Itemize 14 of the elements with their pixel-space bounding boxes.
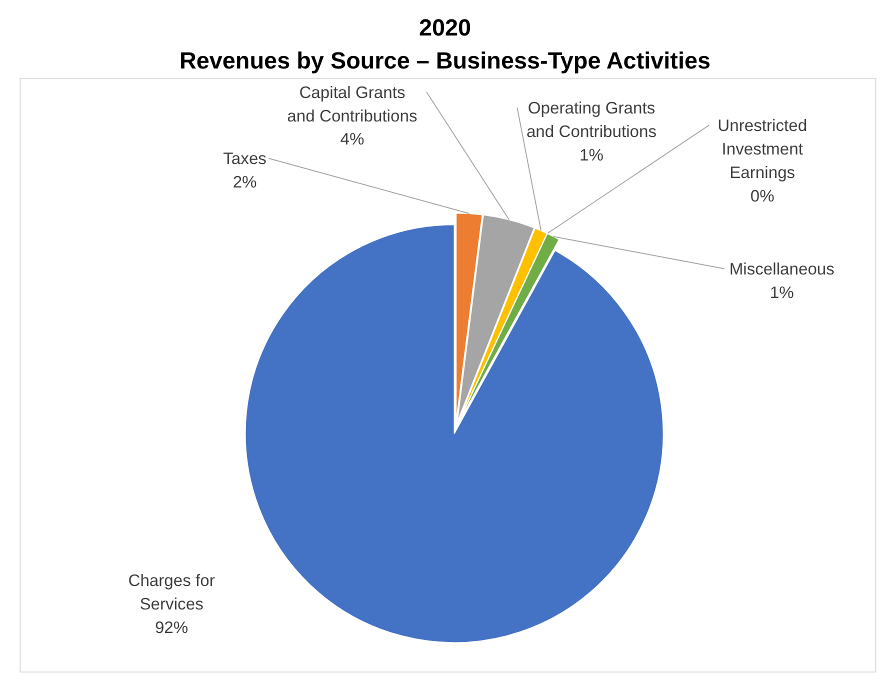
slice-label: Capital Grants and Contributions bbox=[287, 82, 418, 126]
category-label: Unrestricted Investment Earnings bbox=[718, 116, 808, 182]
data-label: 1% bbox=[770, 283, 794, 302]
data-label: 4% bbox=[340, 130, 364, 149]
data-label: 1% bbox=[579, 145, 604, 164]
slice-label: Charges for Services bbox=[128, 571, 216, 614]
chart-subtitle: Revenues by Source – Business-Type Activities bbox=[179, 48, 711, 74]
chart-title: 2020 bbox=[418, 14, 472, 40]
slice-label: Operating Grants and Contributions bbox=[526, 98, 657, 141]
data-label: 92% bbox=[154, 618, 188, 637]
slice-label: Taxes bbox=[223, 149, 266, 168]
slice-label: Miscellaneous bbox=[729, 260, 834, 279]
text: 0% bbox=[750, 186, 774, 206]
data-label: 2% bbox=[232, 172, 258, 192]
